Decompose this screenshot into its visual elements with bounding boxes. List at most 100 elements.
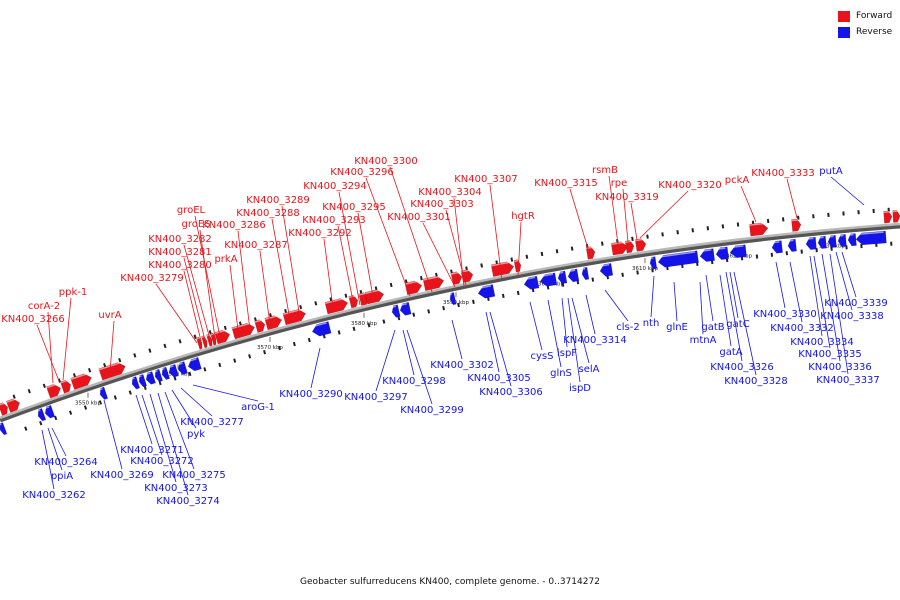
forward-gene-label: KN400_3286 <box>202 220 266 231</box>
gene-highlight <box>144 372 151 376</box>
gene-highlight <box>635 238 644 242</box>
gene-highlight <box>657 251 696 258</box>
gene-highlight <box>390 305 397 309</box>
reverse-gene-label: KN400_3339 <box>824 298 888 309</box>
gene-highlight <box>855 231 884 236</box>
legend-forward-label: Forward <box>856 11 893 21</box>
reverse-label-line <box>725 271 743 362</box>
gene-highlight <box>827 235 834 238</box>
gene-highlight <box>254 319 262 323</box>
reverse-gene <box>153 368 163 383</box>
gene-highlight <box>160 367 165 371</box>
reverse-gene <box>771 240 783 254</box>
reverse-gene-label: KN400_3269 <box>90 470 154 481</box>
dash-up <box>163 343 167 349</box>
legend-reverse: Reverse <box>838 25 892 39</box>
forward-gene <box>450 271 463 286</box>
dash-up <box>435 272 438 278</box>
reverse-gene <box>98 386 109 400</box>
reverse-gene <box>477 284 496 299</box>
forward-label-line <box>271 218 291 321</box>
reverse-label-line <box>149 393 177 483</box>
forward-gene-label: KN400_3281 <box>148 247 212 258</box>
reverse-label-line <box>157 392 189 496</box>
gene-highlight <box>43 406 50 410</box>
reverse-label-line <box>171 389 197 429</box>
forward-gene <box>214 329 231 345</box>
gene-shape <box>131 376 141 390</box>
gene-highlight <box>70 372 89 380</box>
forward-gene-label: pckA <box>725 175 750 186</box>
backbone-dash <box>797 215 803 254</box>
forward-gene <box>5 398 20 413</box>
forward-gene-label: KN400_3295 <box>322 202 386 213</box>
dash-up <box>691 228 695 233</box>
reverse-gene-label: pyk <box>187 429 205 440</box>
gene-shape <box>449 292 457 306</box>
reverse-gene-label: KN400_3273 <box>144 483 208 494</box>
gene-highlight <box>36 409 41 413</box>
dash-down <box>292 341 296 347</box>
gene-highlight <box>837 234 844 237</box>
backbone-dash <box>208 330 222 368</box>
reverse-gene-label: KN400_3271 <box>120 445 184 456</box>
reverse-gene <box>167 364 179 378</box>
reverse-label-line <box>571 297 590 364</box>
gene-highlight <box>46 383 58 389</box>
dash-up <box>389 282 393 288</box>
dash-up <box>118 358 122 363</box>
gene-highlight <box>847 233 854 236</box>
forward-gene-label: uvrA <box>98 310 121 321</box>
forward-label-line <box>740 185 757 223</box>
reverse-gene-label: KN400_3262 <box>22 490 86 501</box>
reverse-gene-label: mtnA <box>690 335 717 346</box>
dash-up <box>736 222 740 227</box>
dash-up <box>555 249 559 254</box>
gene-highlight <box>210 333 213 336</box>
forward-label-line <box>155 283 198 344</box>
gene-shape <box>787 238 797 252</box>
gene-highlight <box>649 257 654 260</box>
reverse-label-line <box>561 297 568 348</box>
forward-label-line <box>453 197 465 287</box>
gene-shape <box>0 422 8 436</box>
reverse-label-line <box>809 255 823 337</box>
dash-up <box>646 234 649 239</box>
gene-shape <box>771 240 783 254</box>
reverse-gene <box>855 230 887 246</box>
reverse-label-line <box>485 311 500 373</box>
forward-gene-label: KN400_3296 <box>330 167 394 178</box>
gene-shape <box>177 361 188 375</box>
gene-highlight <box>567 269 576 273</box>
gene-highlight <box>186 358 197 363</box>
dash-up <box>797 215 800 220</box>
backbone-dash <box>359 289 371 328</box>
gene-highlight <box>729 245 744 249</box>
gene-highlight <box>599 263 610 267</box>
gene-shape <box>699 248 715 262</box>
dash-down <box>188 371 192 377</box>
backbone-dash <box>299 305 311 343</box>
reverse-gene-label: KN400_3335 <box>798 349 862 360</box>
dash-down <box>173 376 177 381</box>
reverse-label-line <box>135 394 153 445</box>
reverse-gene <box>837 234 847 247</box>
reverse-gene-label: glnE <box>666 322 688 333</box>
reverse-gene-label: KN400_3338 <box>820 311 884 322</box>
backbone-shadow <box>0 223 900 423</box>
dash-down <box>203 367 207 372</box>
dash-up <box>600 241 604 246</box>
forward-label-line <box>517 221 522 276</box>
backbone-dash <box>314 301 326 339</box>
gene-highlight <box>98 387 103 391</box>
forward-label-line <box>622 188 629 243</box>
reverse-label-line <box>830 176 865 206</box>
forward-label-line <box>194 215 221 338</box>
forward-gene-label: KN400_3307 <box>454 174 518 185</box>
gene-shape <box>557 270 568 284</box>
dash-up <box>404 279 408 284</box>
dash-down <box>890 241 893 246</box>
dash-down <box>98 400 103 405</box>
gene-highlight <box>231 322 252 330</box>
